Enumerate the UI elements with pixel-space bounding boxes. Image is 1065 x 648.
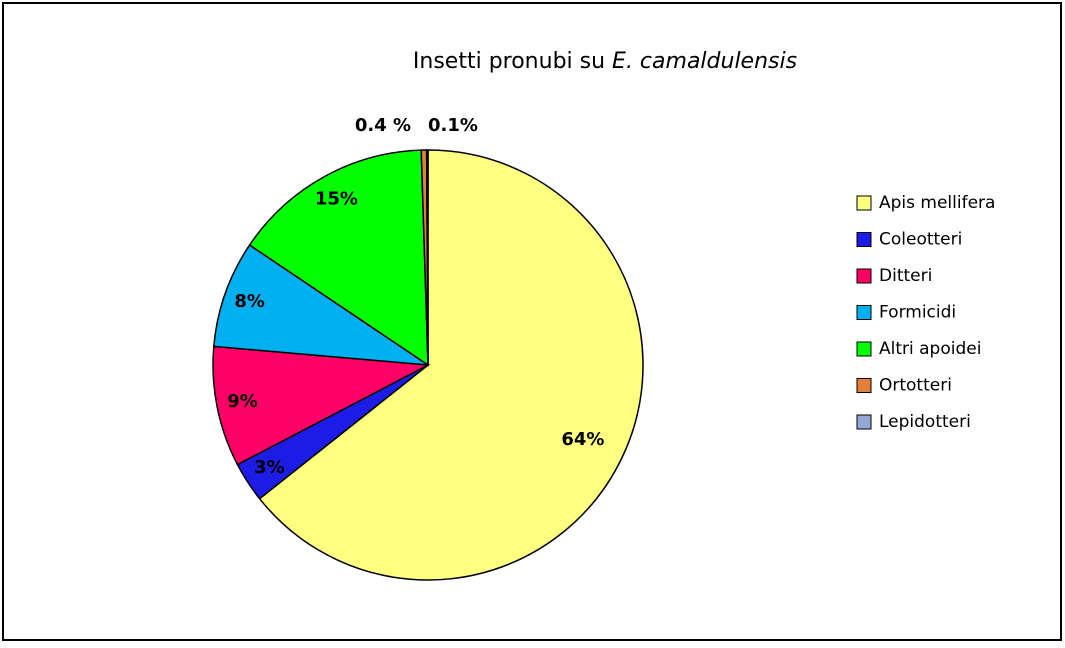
pie-slice <box>212 243 429 366</box>
legend-label: Apis mellifera <box>879 193 995 213</box>
legend-label: Ortotteri <box>879 376 952 396</box>
data-label: 64% <box>561 429 604 450</box>
legend-label: Ditteri <box>879 266 932 286</box>
title-italic: E. camaldulensis <box>612 49 797 74</box>
legend-label: Altri apoidei <box>879 339 981 359</box>
pie-slice <box>425 149 429 366</box>
legend-label: Formicidi <box>879 303 956 323</box>
legend-label: Coleotteri <box>879 230 962 250</box>
data-label: 9% <box>227 391 258 412</box>
pie-slice <box>248 149 429 367</box>
legend-swatch <box>856 232 872 247</box>
data-label: 0.1% <box>428 115 478 136</box>
legend-swatch <box>856 305 872 320</box>
legend-swatch <box>856 268 872 284</box>
title-text: Insetti pronubi su <box>413 49 605 74</box>
legend-swatch <box>856 195 872 211</box>
data-label: 3% <box>254 457 285 478</box>
data-label: 15% <box>315 188 358 209</box>
legend-label: Lepidotteri <box>879 412 971 432</box>
data-label: 0.4 % <box>355 115 411 136</box>
legend-swatch <box>856 341 872 357</box>
chart-title: Insetti pronubi su E. camaldulensis <box>413 49 797 74</box>
pie-slice <box>258 149 644 581</box>
legend-swatch <box>856 378 872 393</box>
pie-slice <box>212 345 431 466</box>
legend-swatch <box>856 414 872 430</box>
data-label: 8% <box>234 291 265 312</box>
